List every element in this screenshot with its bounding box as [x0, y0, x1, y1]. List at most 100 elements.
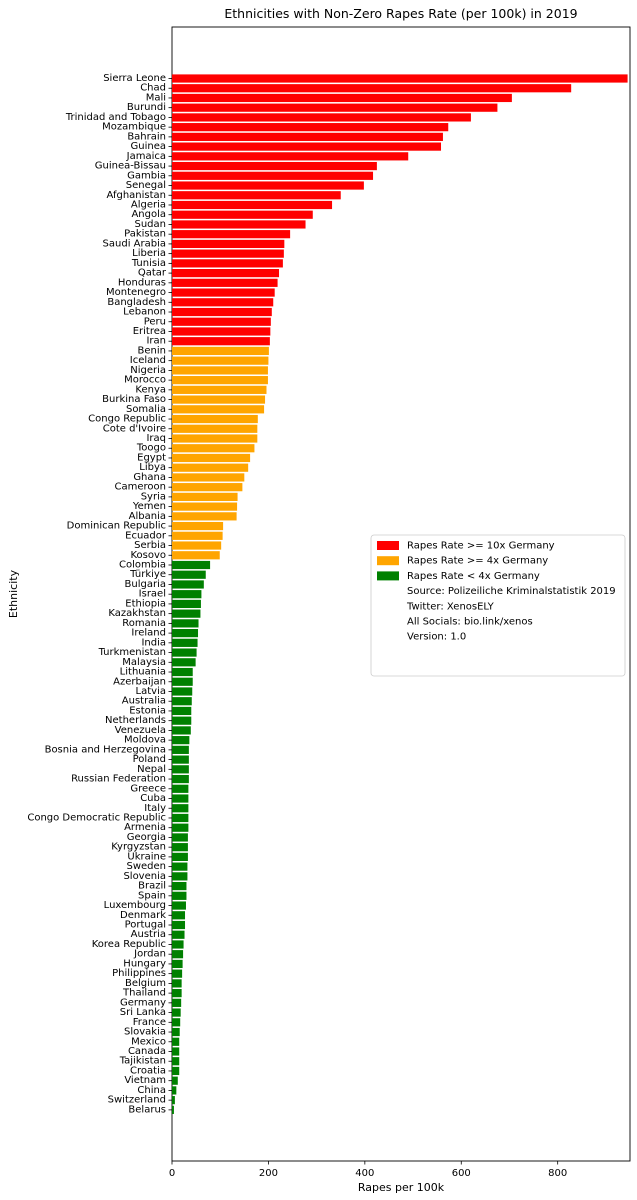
bar-honduras [172, 278, 278, 287]
category-label-kyrgyzstan: Kyrgyzstan [111, 842, 166, 853]
category-label-philippines: Philippines [112, 968, 166, 979]
bar-ireland [172, 629, 199, 638]
bar-bahrain [172, 132, 443, 141]
category-label-israel: Israel [139, 589, 166, 600]
bar-senegal [172, 181, 364, 190]
category-label-senegal: Senegal [126, 180, 166, 191]
bar-bosnia-and-herzegovina [172, 745, 189, 754]
category-label-belarus: Belarus [128, 1104, 166, 1115]
bar-germany [172, 998, 182, 1007]
category-label-lebanon: Lebanon [123, 307, 166, 318]
x-axis-ticks-group: 0 200 400 600 800 [169, 1161, 567, 1179]
category-label-estonia: Estonia [129, 705, 166, 716]
bar-burkina-faso [172, 395, 266, 404]
bar-kenya [172, 385, 267, 394]
bar-ukraine [172, 852, 188, 861]
bar-colombia [172, 560, 211, 570]
category-label-slovenia: Slovenia [123, 871, 166, 882]
bar-somalia [172, 405, 265, 414]
bar-italy [172, 804, 189, 813]
category-label-vietnam: Vietnam [124, 1075, 166, 1086]
category-label-belgium: Belgium [125, 978, 166, 989]
bar-montenegro [172, 288, 275, 297]
bar-albania [172, 512, 237, 521]
bar-france [172, 1018, 181, 1027]
bar-morocco [172, 376, 268, 385]
bar-bangladesh [172, 298, 274, 307]
bar-cuba [172, 794, 189, 803]
bar-benin [172, 346, 269, 356]
bar-cote-d-ivoire [172, 424, 258, 433]
bar-sierra-leone [172, 74, 628, 83]
legend-entry-rapes-rate-4x-germany: Rapes Rate < 4x Germany [407, 571, 540, 582]
category-label-armenia: Armenia [124, 822, 166, 833]
bar-vietnam [172, 1076, 178, 1085]
category-label-russian-federation: Russian Federation [71, 774, 166, 785]
category-label-ireland: Ireland [131, 628, 166, 639]
legend-entry-source-polizeiliche-kriminalstatistik-20: Source: Polizeiliche Kriminalstatistik 2… [407, 586, 616, 597]
category-label-nigeria: Nigeria [130, 365, 166, 376]
bar-iceland [172, 356, 269, 365]
category-label-turkiye: Türkiye [129, 569, 166, 580]
bar-tajikistan [172, 1057, 180, 1066]
category-label-tajikistan: Tajikistan [119, 1056, 166, 1067]
category-label-latvia: Latvia [136, 686, 166, 697]
bar-russian-federation [172, 774, 189, 784]
bar-ecuador [172, 531, 223, 540]
bar-sri-lanka [172, 1008, 181, 1017]
bar-belgium [172, 979, 182, 988]
bar-mali [172, 93, 512, 103]
category-label-congo-republic: Congo Republic [88, 414, 166, 425]
category-label-montenegro: Montenegro [106, 287, 166, 298]
bar-gambia [172, 171, 374, 180]
bar-congo-republic [172, 414, 258, 424]
bar-india [172, 638, 198, 647]
bar-korea-republic [172, 940, 184, 949]
category-label-chad: Chad [140, 83, 166, 94]
bar-chad [172, 84, 572, 93]
bar-sweden [172, 862, 188, 871]
category-label-algeria: Algeria [131, 199, 166, 210]
category-label-sweden: Sweden [126, 861, 166, 872]
category-label-turkmenistan: Turkmenistan [98, 647, 166, 658]
category-label-afghanistan: Afghanistan [106, 190, 166, 201]
bar-kosovo [172, 551, 220, 560]
bar-slovakia [172, 1027, 180, 1037]
category-label-ecuador: Ecuador [125, 530, 167, 541]
category-label-kosovo: Kosovo [130, 550, 166, 561]
bar-netherlands [172, 716, 192, 725]
bar-egypt [172, 453, 251, 463]
bar-ethiopia [172, 599, 201, 609]
category-label-sudan: Sudan [135, 219, 167, 230]
x-tick-label-0: 0 [169, 1168, 175, 1179]
x-axis-title: Rapes per 100k [358, 1181, 445, 1194]
bar-dominican-republic [172, 521, 224, 531]
category-label-nepal: Nepal [137, 764, 166, 775]
category-label-romania: Romania [122, 618, 166, 629]
category-label-lithuania: Lithuania [120, 667, 166, 678]
bar-poland [172, 755, 189, 764]
category-label-austria: Austria [131, 929, 166, 940]
category-label-honduras: Honduras [118, 277, 166, 288]
bar-afghanistan [172, 191, 341, 200]
category-label-bosnia-and-herzegovina: Bosnia and Herzegovina [45, 744, 166, 755]
category-label-syria: Syria [141, 491, 166, 502]
category-label-hungary: Hungary [123, 958, 166, 969]
bar-eritrea [172, 327, 271, 336]
bar-iraq [172, 434, 258, 443]
category-label-serbia: Serbia [134, 540, 166, 551]
legend-entry-rapes-rate-10x-germany: Rapes Rate >= 10x Germany [407, 541, 555, 552]
category-label-benin: Benin [138, 345, 166, 356]
bar-china [172, 1086, 177, 1095]
category-label-kenya: Kenya [135, 384, 166, 395]
bar-canada [172, 1047, 180, 1056]
bar-israel [172, 590, 202, 599]
category-label-congo-democratic-republic: Congo Democratic Republic [27, 812, 166, 823]
bar-slovenia [172, 872, 188, 881]
category-label-iraq: Iraq [146, 433, 166, 444]
category-label-somalia: Somalia [126, 404, 166, 415]
bar-mozambique [172, 123, 449, 132]
bar-venezuela [172, 726, 191, 735]
